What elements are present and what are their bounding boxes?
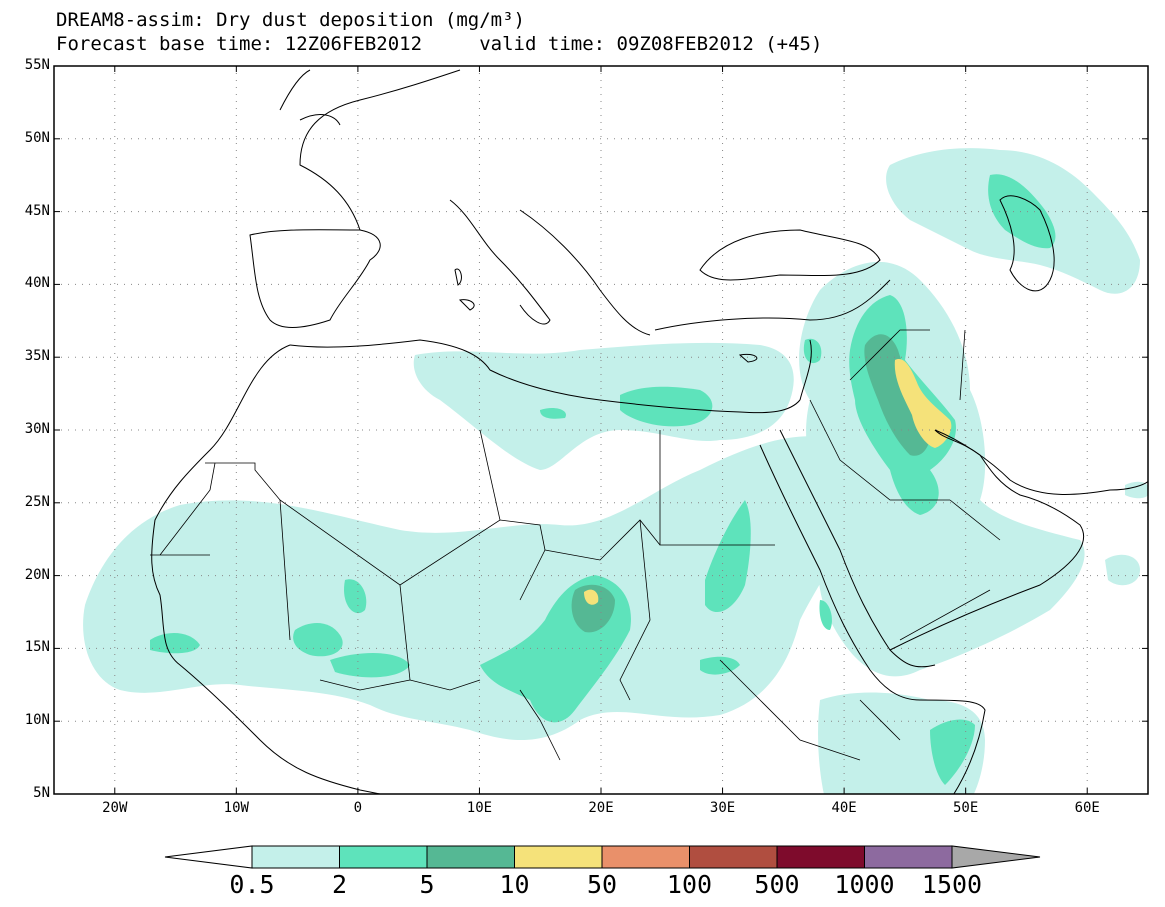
colorbar-swatch <box>689 845 778 869</box>
chart-title: DREAM8-assim: Dry dust deposition (mg/m³… <box>56 9 525 31</box>
colorbar-swatch <box>514 845 603 869</box>
colorbar-swatch <box>601 845 690 869</box>
colorbar <box>164 845 1041 869</box>
lat-label: 20N <box>24 566 50 583</box>
colorbar-label: 0.5 <box>229 870 275 899</box>
lat-label: 25N <box>24 493 50 510</box>
colorbar-label: 50 <box>586 870 618 899</box>
dust-level-5 <box>571 334 932 633</box>
lat-label: 55N <box>24 57 50 73</box>
lat-label: 45N <box>24 202 50 219</box>
colorbar-label: 10 <box>499 870 530 899</box>
dust-level-0.5 <box>83 148 1148 794</box>
lon-label: 20W <box>102 800 128 816</box>
lon-label: 40E <box>831 800 857 816</box>
lon-label: 50E <box>953 800 979 816</box>
colorbar-label: 5 <box>419 870 435 899</box>
colorbar-label: 500 <box>754 870 800 899</box>
colorbar-min-arrow <box>164 845 253 869</box>
lat-label: 15N <box>24 639 50 656</box>
colorbar-swatch <box>251 845 340 869</box>
chart-subtitle: Forecast base time: 12Z06FEB2012 valid t… <box>56 33 823 55</box>
lon-label: 20E <box>588 800 614 816</box>
borders <box>150 329 1001 761</box>
lon-label: 60E <box>1074 800 1100 816</box>
lat-label: 5N <box>33 785 50 801</box>
colorbar-swatch <box>339 845 428 869</box>
lat-label: 50N <box>24 129 50 146</box>
colorbar-swatch <box>864 845 953 869</box>
lon-label: 30E <box>709 800 736 816</box>
colorbar-swatch <box>776 845 865 869</box>
dust-level-10 <box>584 359 952 605</box>
colorbar-label: 2 <box>331 870 348 899</box>
lat-label: 10N <box>24 712 50 729</box>
colorbar-label: 1000 <box>834 870 895 899</box>
colorbar-label: 1500 <box>921 870 983 899</box>
lon-label: 10W <box>223 800 249 816</box>
dust-field <box>83 148 1148 794</box>
colorbar-label: 100 <box>666 870 713 899</box>
coastlines <box>151 69 1148 794</box>
lon-label: 10E <box>466 800 493 816</box>
lat-label: 30N <box>24 421 50 437</box>
axis-ticks <box>54 65 1148 795</box>
lat-label: 40N <box>24 275 50 292</box>
lon-label: 0 <box>353 800 363 816</box>
colorbar-swatch <box>426 845 515 869</box>
lat-label: 35N <box>24 348 50 365</box>
colorbar-max-arrow <box>951 845 1041 869</box>
